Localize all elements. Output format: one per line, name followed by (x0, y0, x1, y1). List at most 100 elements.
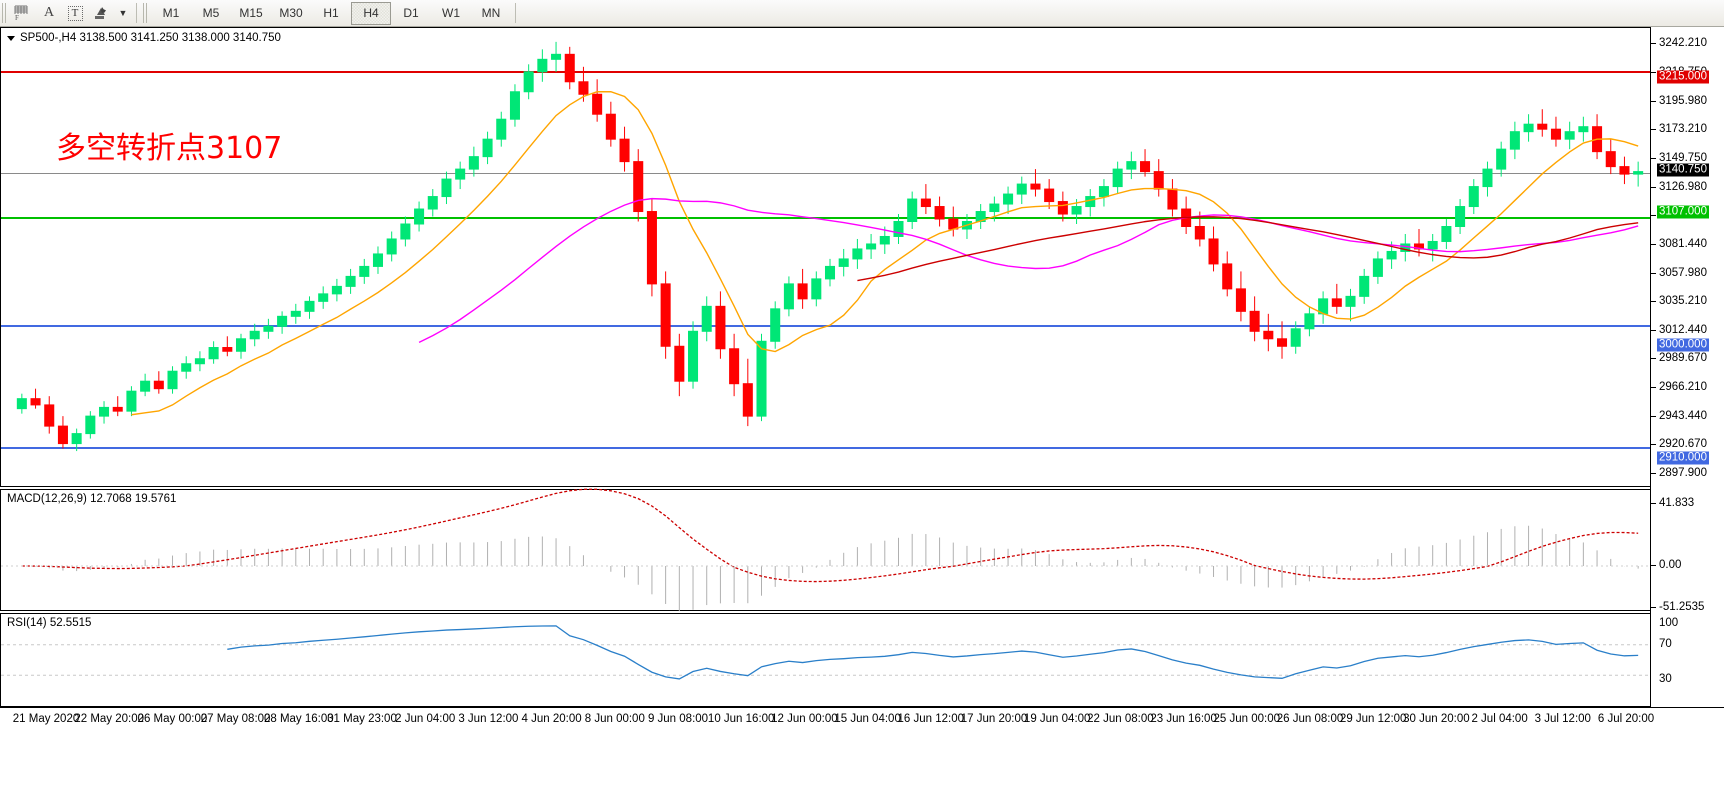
price-tick-label: 2966.210 (1659, 381, 1707, 394)
price-axis-line (1650, 27, 1651, 707)
price-tick (1651, 329, 1656, 331)
time-label: 23 Jun 16:00 (1150, 713, 1217, 725)
price-tick (1651, 158, 1656, 160)
timeframe-group: M1 M5 M15 M30 H1 H4 D1 W1 MN (151, 1, 511, 25)
price-tick-label: 3242.210 (1659, 37, 1707, 50)
price-tag-3215[interactable]: 3215.000 (1657, 70, 1709, 84)
rsi-canvas (1, 625, 1651, 680)
time-label: 19 Jun 04:00 (1023, 713, 1091, 725)
price-tick (1651, 444, 1656, 446)
time-label: 3 Jun 12:00 (458, 713, 519, 725)
price-pane[interactable]: SP500-,H4 3138.500 3141.250 3138.000 314… (0, 27, 1651, 487)
macd-tick-label: -51.2535 (1659, 601, 1705, 613)
rsi-tick-label: 70 (1659, 638, 1672, 650)
level-line-3215[interactable] (1, 71, 1651, 73)
price-chart-canvas (16, 41, 1644, 452)
time-label: 8 Jun 00:00 (584, 713, 645, 725)
macd-pane[interactable]: MACD(12,26,9) 12.7068 19.5761 (0, 488, 1651, 612)
rsi-tick-label: 30 (1659, 673, 1672, 685)
macd-tick-label: 0.00 (1659, 559, 1682, 571)
text-label-tool-icon[interactable]: T (62, 2, 88, 25)
time-label: 22 Jun 08:00 (1087, 713, 1154, 725)
time-label: 2 Jun 04:00 (395, 713, 456, 725)
timeframe-m30[interactable]: M30 (279, 6, 303, 20)
timeframe-h1[interactable]: H1 (323, 6, 339, 20)
time-label: 26 Jun 08:00 (1276, 713, 1344, 725)
price-tick (1651, 387, 1656, 389)
price-tick (1651, 272, 1656, 274)
timeframe-m5[interactable]: M5 (202, 6, 220, 20)
objects-color-icon[interactable] (88, 2, 114, 25)
macd-tick (1651, 503, 1656, 504)
price-tick-label: 3035.210 (1659, 295, 1707, 308)
price-tick-label: 3012.440 (1659, 323, 1707, 336)
time-label: 17 Jun 20:00 (960, 713, 1028, 725)
time-label: 4 Jun 20:00 (521, 713, 582, 725)
text-tool-icon[interactable]: A (43, 5, 55, 20)
price-tick-label: 2920.670 (1659, 438, 1707, 451)
price-tick-label: 3149.750 (1659, 152, 1707, 165)
time-label: 15 Jun 04:00 (834, 713, 901, 725)
toolbar-separator-2 (515, 3, 516, 23)
price-tick-label: 3126.980 (1659, 180, 1707, 193)
svg-text:F: F (15, 14, 19, 21)
time-label: 2 Jul 04:00 (1471, 713, 1528, 725)
time-label: 22 May 20:00 (74, 713, 145, 725)
price-tick (1651, 129, 1656, 131)
time-label: 29 Jun 12:00 (1339, 713, 1407, 725)
bottom-strip (0, 731, 1724, 795)
dropdown-arrow-icon[interactable]: ▼ (118, 8, 128, 18)
macd-tick (1651, 565, 1656, 566)
timeframe-m1[interactable]: M1 (162, 6, 180, 20)
time-label: 10 Jun 16:00 (707, 713, 775, 725)
rsi-pane[interactable]: RSI(14) 52.5515 (0, 613, 1651, 707)
timeframe-m15[interactable]: M15 (239, 6, 263, 20)
timeframe-grip[interactable] (143, 3, 149, 23)
price-tick (1651, 215, 1656, 217)
macd-canvas (1, 488, 1651, 612)
price-tick (1651, 415, 1656, 417)
time-label: 26 May 00:00 (137, 713, 208, 725)
rsi-tick-label: 100 (1659, 617, 1679, 629)
collapse-triangle-icon[interactable] (7, 35, 15, 41)
macd-tick (1651, 607, 1656, 608)
time-label: 30 Jun 20:00 (1403, 713, 1470, 725)
price-tick (1651, 301, 1656, 303)
price-tag-3140[interactable]: 3140.750 (1657, 163, 1709, 177)
price-tick (1651, 100, 1656, 102)
price-tag-2910[interactable]: 2910.000 (1657, 451, 1709, 465)
macd-tick-label: 41.833 (1659, 497, 1695, 509)
level-line-3107[interactable] (1, 217, 1651, 219)
timeframe-w1[interactable]: W1 (442, 6, 460, 20)
time-label: 16 Jun 12:00 (897, 713, 965, 725)
macd-label: MACD(12,26,9) 12.7068 19.5761 (7, 493, 177, 505)
price-tick (1651, 358, 1656, 360)
symbol-header[interactable]: SP500-,H4 3138.500 3141.250 3138.000 314… (7, 32, 281, 44)
price-tick-label: 2943.440 (1659, 409, 1707, 422)
price-tick-label: 3195.980 (1659, 94, 1707, 107)
chart-annotation-text: 多空转折点3107 (56, 131, 283, 166)
time-axis[interactable]: 21 May 2020 22 May 20:00 26 May 00:00 27 Ma… (0, 707, 1724, 731)
timeframe-mn[interactable]: MN (481, 6, 501, 20)
crosshair-icon[interactable]: F (10, 2, 36, 25)
timeframe-h4[interactable]: H4 (351, 1, 391, 25)
time-label: 6 Jul 20:00 (1597, 713, 1655, 725)
time-label: 9 Jun 08:00 (647, 713, 709, 725)
toolbar-grip[interactable] (2, 3, 8, 23)
price-scale[interactable]: 3242.2103218.7503195.9803173.2103149.750… (1651, 27, 1724, 707)
level-line-3140[interactable] (1, 173, 1651, 174)
timeframe-d1[interactable]: D1 (403, 6, 419, 20)
toolbar-separator (136, 3, 137, 23)
rsi-label: RSI(14) 52.5515 (7, 617, 92, 629)
price-tick (1651, 186, 1656, 188)
price-tick (1651, 43, 1656, 45)
symbol-ohlc-text: SP500-,H4 3138.500 3141.250 3138.000 314… (20, 32, 281, 44)
time-label: 28 May 16:00 (263, 713, 334, 725)
toolbar: F A T ▼ M1 M5 M15 M30 H1 H4 D1 W1 MN (0, 0, 1724, 27)
price-tag-3107[interactable]: 3107.000 (1657, 205, 1709, 219)
level-line-2910[interactable] (1, 447, 1651, 449)
price-tag-3000[interactable]: 3000.000 (1657, 338, 1709, 352)
time-label: 3 Jul 12:00 (1534, 713, 1591, 725)
time-label: 12 Jun 00:00 (771, 713, 838, 725)
price-tick-label: 3081.440 (1659, 237, 1707, 250)
